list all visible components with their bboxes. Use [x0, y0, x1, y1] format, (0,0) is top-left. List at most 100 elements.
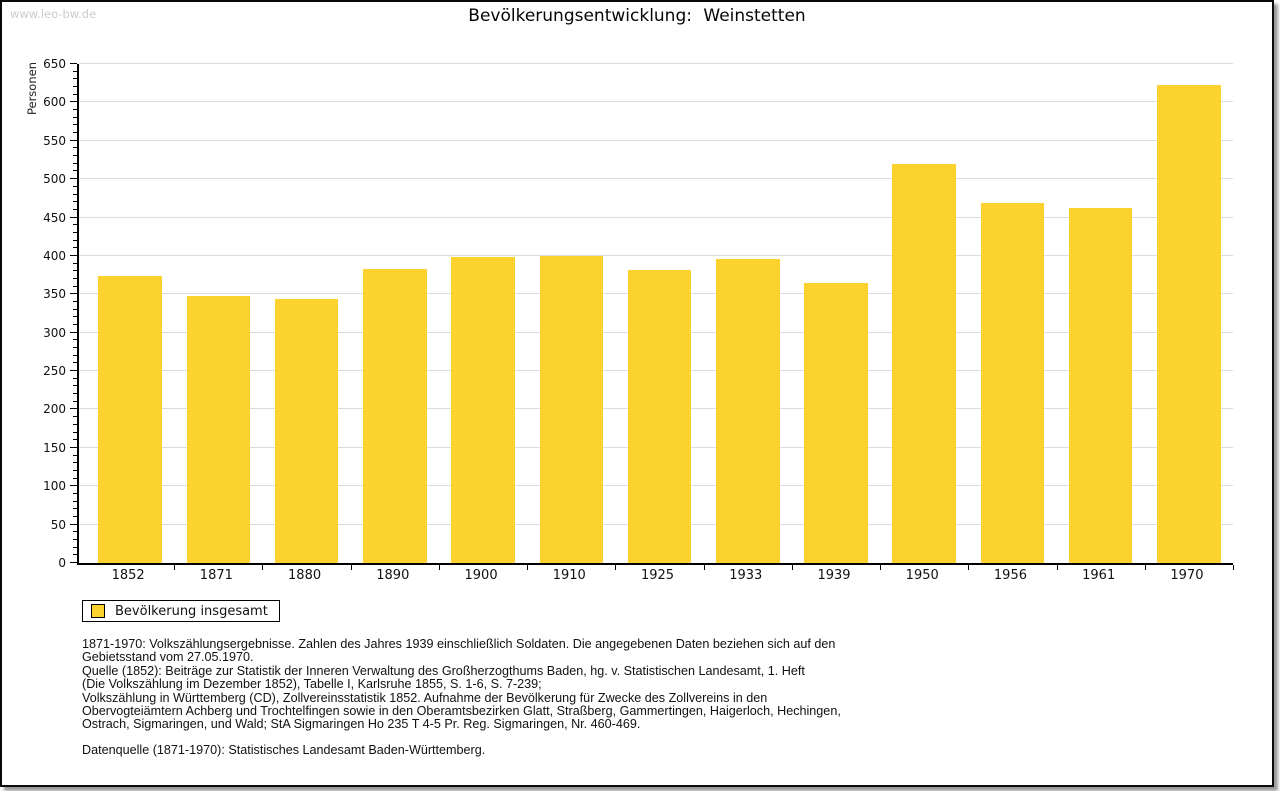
- bar-slot: [174, 64, 262, 563]
- y-tick: [73, 400, 77, 402]
- y-tick: [73, 431, 77, 433]
- y-tick: [73, 477, 77, 479]
- x-tick: [1056, 565, 1058, 570]
- y-tick: [70, 293, 77, 295]
- y-tick: [70, 408, 77, 410]
- bar: [804, 282, 868, 563]
- x-category-label: 1871: [199, 568, 233, 583]
- bar: [363, 268, 427, 563]
- y-axis: 0 50 100 150 200 250 300 350 400 450 500 550 600 650: [2, 57, 77, 570]
- footnote-line: Ostrach, Sigmaringen, und Wald; StA Sigm…: [82, 717, 641, 732]
- data-source-line: Datenquelle (1871-1970): Statistisches L…: [82, 743, 486, 757]
- y-tick: [73, 116, 77, 118]
- x-category-label: 1956: [993, 568, 1027, 583]
- y-tick: [73, 239, 77, 241]
- x-tick: [791, 565, 793, 570]
- y-tick: [73, 270, 77, 272]
- y-tick: [73, 86, 77, 88]
- bar: [1157, 84, 1221, 563]
- y-tick: [73, 224, 77, 226]
- y-tick: [70, 139, 77, 141]
- gridline: [79, 63, 1233, 64]
- y-tick: [73, 492, 77, 494]
- bar-slot: [439, 64, 527, 563]
- y-tick: [73, 454, 77, 456]
- footnote-line: Volkszählung in Württemberg (CD), Zollve…: [82, 690, 768, 705]
- y-tick: [73, 347, 77, 349]
- x-category-label: 1852: [111, 568, 145, 583]
- y-tick: [73, 500, 77, 502]
- x-category-label: 1890: [376, 568, 410, 583]
- x-tick: [350, 565, 352, 570]
- x-tick: [880, 565, 882, 570]
- y-tick: [73, 462, 77, 464]
- y-tick: [73, 247, 77, 249]
- y-tick: [73, 124, 77, 126]
- y-tick: [73, 362, 77, 364]
- footnotes: 1871-1970: Volkszählungsergebnisse. Zahl…: [82, 637, 841, 732]
- bar: [716, 259, 780, 563]
- y-tick: [70, 331, 77, 333]
- bar: [186, 295, 251, 563]
- x-category-label: 1939: [817, 568, 851, 583]
- x-tick: [615, 565, 617, 570]
- chart-title: Bevölkerungsentwicklung: Weinstetten: [468, 6, 806, 26]
- x-tick: [703, 565, 705, 570]
- footnote-line: Quelle (1852): Beiträge zur Statistik de…: [82, 663, 805, 678]
- footnote-line: (Die Volkszählung im Dezember 1852), Tab…: [82, 677, 542, 692]
- y-tick: [73, 531, 77, 533]
- y-tick: [73, 377, 77, 379]
- y-tick: [73, 201, 77, 203]
- y-tick: [70, 216, 77, 218]
- y-tick: [73, 185, 77, 187]
- x-category-label: 1950: [905, 568, 939, 583]
- bar: [98, 275, 162, 563]
- y-tick: [73, 469, 77, 471]
- footnote-line: Obervogteiämtern Achberg und Trochtelfin…: [82, 704, 841, 719]
- y-tick: [73, 385, 77, 387]
- legend: Bevölkerung insgesamt: [82, 600, 280, 622]
- y-tick: [73, 354, 77, 356]
- gridline: [79, 254, 1233, 256]
- x-tick: [527, 565, 529, 570]
- y-tick: [70, 523, 77, 525]
- x-category-label: 1880: [288, 568, 322, 583]
- bar: [627, 269, 692, 563]
- y-tick: [73, 439, 77, 441]
- y-tick-label: 600: [43, 95, 66, 110]
- y-tick: [73, 554, 77, 556]
- y-tick-label: 200: [43, 402, 66, 417]
- footnote-line: 1871-1970: Volkszählungsergebnisse. Zahl…: [82, 637, 836, 651]
- y-tick: [73, 423, 77, 425]
- y-tick: [73, 277, 77, 279]
- y-tick-label: 50: [50, 517, 66, 532]
- y-tick: [73, 285, 77, 287]
- y-tick: [73, 147, 77, 149]
- y-tick-label: 0: [58, 556, 66, 570]
- y-tick-label: 100: [43, 479, 66, 494]
- y-tick-label: 400: [43, 248, 66, 263]
- y-tick: [73, 109, 77, 111]
- bar: [980, 202, 1045, 563]
- bar: [539, 255, 604, 563]
- y-tick: [73, 70, 77, 72]
- x-tick: [968, 565, 970, 570]
- legend-swatch-icon: [91, 604, 105, 618]
- x-category-label: 1925: [640, 568, 675, 583]
- x-category-label: 1910: [552, 568, 586, 583]
- y-tick: [73, 316, 77, 318]
- bar-slot: [704, 64, 792, 563]
- bar-slot: [1057, 64, 1145, 563]
- y-tick: [73, 193, 77, 195]
- site-watermark: www.leo-bw.de: [10, 7, 97, 21]
- gridline: [79, 178, 1233, 180]
- y-tick: [73, 170, 77, 172]
- y-tick: [73, 78, 77, 80]
- x-tick: [174, 565, 176, 570]
- y-tick-label: 350: [43, 287, 66, 302]
- x-category-label: 1933: [729, 568, 763, 583]
- gridline: [79, 101, 1233, 103]
- y-tick-label: 150: [43, 440, 66, 455]
- y-tick: [73, 262, 77, 264]
